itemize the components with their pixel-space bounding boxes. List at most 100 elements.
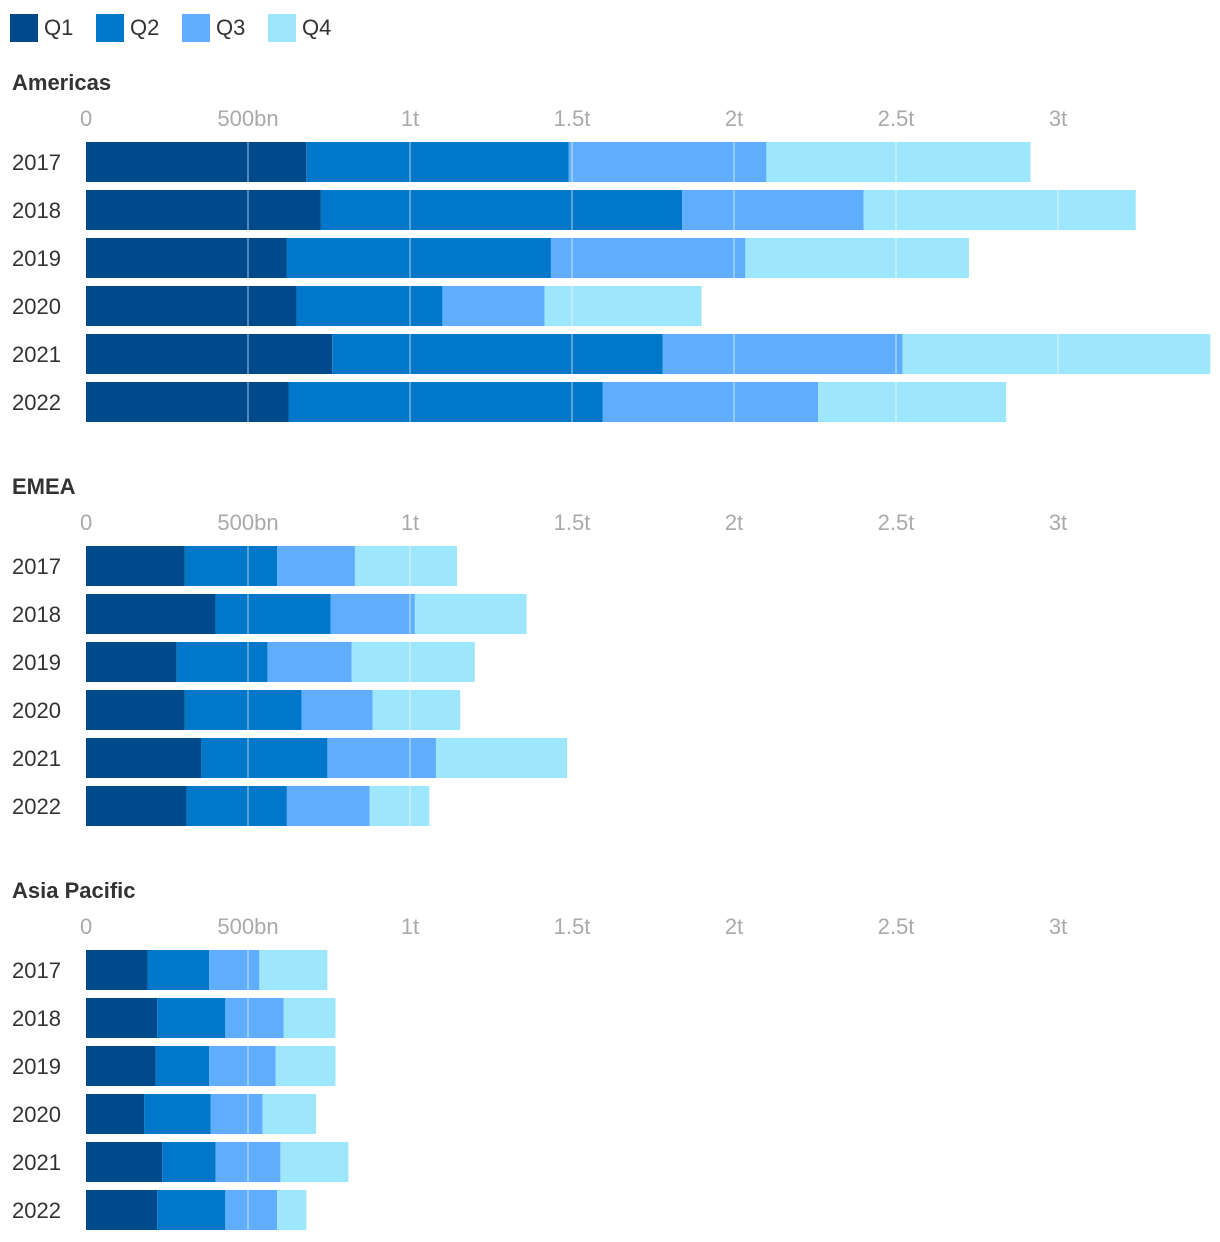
x-tick-label: 1t: [401, 914, 419, 939]
bar-emea-2019-q2: [176, 642, 268, 682]
bar-emea-2018-q4: [414, 594, 527, 634]
bar-americas-2017-q4: [766, 142, 1031, 182]
x-tick-label: 3t: [1049, 914, 1067, 939]
bar-asia-pacific-2019-q3: [209, 1046, 276, 1086]
bar-asia-pacific-2021-q4: [280, 1142, 349, 1182]
bar-americas-2019-q4: [745, 238, 969, 278]
category-label: 2019: [12, 650, 61, 675]
bar-americas-2020-q3: [442, 286, 545, 326]
x-tick-label: 1.5t: [554, 510, 591, 535]
bar-americas-2022-q2: [288, 382, 603, 422]
legend-label-q4: Q4: [302, 15, 331, 40]
category-label: 2017: [12, 554, 61, 579]
bars: [86, 546, 568, 826]
bar-emea-2022-q4: [369, 786, 430, 826]
category-label: 2017: [12, 150, 61, 175]
x-tick-label: 1t: [401, 106, 419, 131]
bar-emea-2020-q4: [372, 690, 461, 730]
legend-label-q3: Q3: [216, 15, 245, 40]
legend-label-q1: Q1: [44, 15, 73, 40]
bar-asia-pacific-2018-q2: [157, 998, 226, 1038]
bar-emea-2022-q2: [186, 786, 287, 826]
x-tick-label: 1t: [401, 510, 419, 535]
bar-emea-2021-q2: [201, 738, 328, 778]
bar-emea-2019-q1: [86, 642, 177, 682]
chart-panels: Americas 0 500bn 1t 1.5t 2t 2.5t 3t 2017 2018 2019…: [12, 70, 1211, 1230]
category-label: 2020: [12, 294, 61, 319]
x-tick-label: 2t: [725, 510, 743, 535]
bar-americas-2022-q3: [602, 382, 819, 422]
bar-americas-2020-q4: [544, 286, 702, 326]
bar-emea-2020-q1: [86, 690, 185, 730]
bar-asia-pacific-2019-q4: [275, 1046, 336, 1086]
legend-swatch-q2: [96, 14, 124, 42]
category-label: 2019: [12, 1054, 61, 1079]
x-tick-label: 500bn: [217, 106, 278, 131]
bar-americas-2019-q1: [86, 238, 287, 278]
bar-asia-pacific-2022-q3: [225, 1190, 278, 1230]
bar-emea-2017-q2: [184, 546, 278, 586]
bar-asia-pacific-2022-q2: [157, 1190, 226, 1230]
category-label: 2021: [12, 746, 61, 771]
bar-americas-2020-q1: [86, 286, 297, 326]
category-label: 2018: [12, 602, 61, 627]
bars: [86, 950, 349, 1230]
bar-asia-pacific-2017-q2: [147, 950, 210, 990]
bar-emea-2017-q1: [86, 546, 185, 586]
x-tick-label: 500bn: [217, 510, 278, 535]
bar-asia-pacific-2018-q3: [225, 998, 284, 1038]
bar-asia-pacific-2021-q3: [215, 1142, 281, 1182]
category-label: 2021: [12, 1150, 61, 1175]
bar-americas-2020-q2: [296, 286, 443, 326]
category-label: 2020: [12, 1102, 61, 1127]
category-label: 2018: [12, 198, 61, 223]
bar-emea-2021-q1: [86, 738, 202, 778]
x-tick-label: 2t: [725, 106, 743, 131]
bar-americas-2017-q2: [306, 142, 569, 182]
x-tick-label: 0: [80, 106, 92, 131]
x-tick-label: 2t: [725, 914, 743, 939]
bar-americas-2019-q3: [550, 238, 746, 278]
bar-asia-pacific-2022-q1: [86, 1190, 158, 1230]
x-tick-label: 0: [80, 914, 92, 939]
bar-emea-2022-q1: [86, 786, 187, 826]
bar-americas-2018-q4: [863, 190, 1136, 230]
x-tick-label: 1.5t: [554, 914, 591, 939]
x-tick-label: 3t: [1049, 510, 1067, 535]
bar-asia-pacific-2021-q2: [162, 1142, 216, 1182]
bar-emea-2017-q3: [277, 546, 355, 586]
bar-americas-2021-q4: [902, 334, 1211, 374]
bar-emea-2018-q2: [215, 594, 331, 634]
bar-emea-2017-q4: [354, 546, 457, 586]
bar-emea-2021-q4: [435, 738, 568, 778]
x-tick-label: 2.5t: [878, 106, 915, 131]
bar-americas-2018-q3: [682, 190, 864, 230]
bar-emea-2019-q3: [267, 642, 352, 682]
category-label: 2022: [12, 794, 61, 819]
panel-americas: Americas 0 500bn 1t 1.5t 2t 2.5t 3t 2017 2018 2019…: [12, 70, 1211, 422]
bar-asia-pacific-2020-q3: [210, 1094, 263, 1134]
bar-americas-2022-q4: [818, 382, 1007, 422]
category-label: 2017: [12, 958, 61, 983]
bar-asia-pacific-2020-q2: [144, 1094, 211, 1134]
bar-emea-2018-q1: [86, 594, 216, 634]
bar-asia-pacific-2021-q1: [86, 1142, 163, 1182]
bar-americas-2018-q1: [86, 190, 321, 230]
legend-swatch-q4: [268, 14, 296, 42]
category-label: 2022: [12, 390, 61, 415]
x-tick-label: 2.5t: [878, 510, 915, 535]
category-label: 2021: [12, 342, 61, 367]
panel-title: Asia Pacific: [12, 878, 136, 903]
bar-americas-2019-q2: [286, 238, 551, 278]
category-label: 2022: [12, 1198, 61, 1223]
category-label: 2019: [12, 246, 61, 271]
bar-asia-pacific-2017-q1: [86, 950, 148, 990]
bar-americas-2017-q1: [86, 142, 307, 182]
bar-asia-pacific-2018-q4: [283, 998, 336, 1038]
bar-americas-2021-q2: [332, 334, 663, 374]
bar-asia-pacific-2019-q2: [155, 1046, 210, 1086]
bar-emea-2022-q3: [286, 786, 370, 826]
bar-americas-2018-q2: [320, 190, 683, 230]
